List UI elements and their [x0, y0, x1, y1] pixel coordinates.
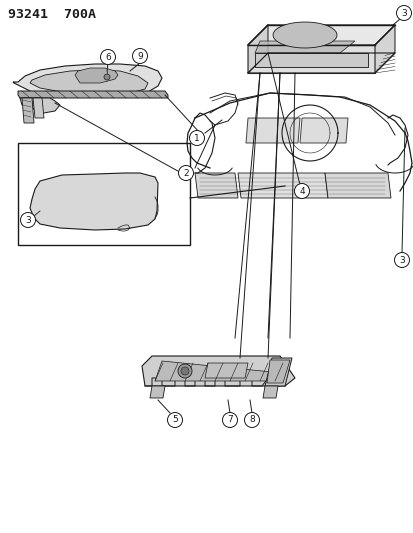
- Polygon shape: [195, 173, 237, 198]
- Text: 2: 2: [183, 168, 188, 177]
- Polygon shape: [254, 53, 367, 67]
- Polygon shape: [142, 356, 294, 386]
- Polygon shape: [266, 360, 289, 383]
- Polygon shape: [264, 358, 291, 386]
- Polygon shape: [245, 118, 299, 143]
- Text: 4: 4: [299, 187, 304, 196]
- Polygon shape: [22, 98, 34, 123]
- Circle shape: [189, 131, 204, 146]
- Polygon shape: [273, 22, 336, 48]
- Polygon shape: [254, 41, 354, 53]
- Polygon shape: [247, 25, 394, 45]
- Circle shape: [21, 213, 36, 228]
- Polygon shape: [150, 386, 165, 398]
- Text: 9: 9: [137, 52, 142, 61]
- Circle shape: [100, 50, 115, 64]
- Circle shape: [244, 413, 259, 427]
- Polygon shape: [204, 363, 247, 378]
- Text: 6: 6: [105, 52, 111, 61]
- Circle shape: [178, 364, 192, 378]
- Polygon shape: [75, 68, 118, 83]
- Polygon shape: [33, 98, 44, 118]
- Circle shape: [180, 367, 189, 375]
- Polygon shape: [324, 173, 390, 198]
- Text: 3: 3: [25, 215, 31, 224]
- Polygon shape: [237, 173, 327, 198]
- Circle shape: [132, 49, 147, 63]
- Polygon shape: [154, 361, 281, 381]
- Text: 93241  700A: 93241 700A: [8, 8, 96, 21]
- Text: 3: 3: [398, 255, 404, 264]
- Circle shape: [396, 5, 411, 20]
- Circle shape: [394, 253, 408, 268]
- Polygon shape: [262, 386, 277, 398]
- Polygon shape: [30, 70, 147, 93]
- Polygon shape: [20, 98, 60, 114]
- Polygon shape: [18, 91, 168, 98]
- Polygon shape: [247, 25, 267, 73]
- Polygon shape: [374, 25, 394, 73]
- Polygon shape: [299, 118, 347, 143]
- Circle shape: [294, 183, 309, 198]
- Bar: [18, 143, 190, 245]
- Text: 8: 8: [249, 416, 254, 424]
- Circle shape: [167, 413, 182, 427]
- Text: 3: 3: [400, 9, 406, 18]
- Circle shape: [222, 413, 237, 427]
- Text: 5: 5: [172, 416, 178, 424]
- Text: 1: 1: [194, 133, 199, 142]
- Text: 7: 7: [227, 416, 232, 424]
- Polygon shape: [30, 173, 158, 230]
- Polygon shape: [13, 64, 161, 97]
- Circle shape: [178, 166, 193, 181]
- Polygon shape: [247, 45, 374, 73]
- Circle shape: [104, 74, 110, 80]
